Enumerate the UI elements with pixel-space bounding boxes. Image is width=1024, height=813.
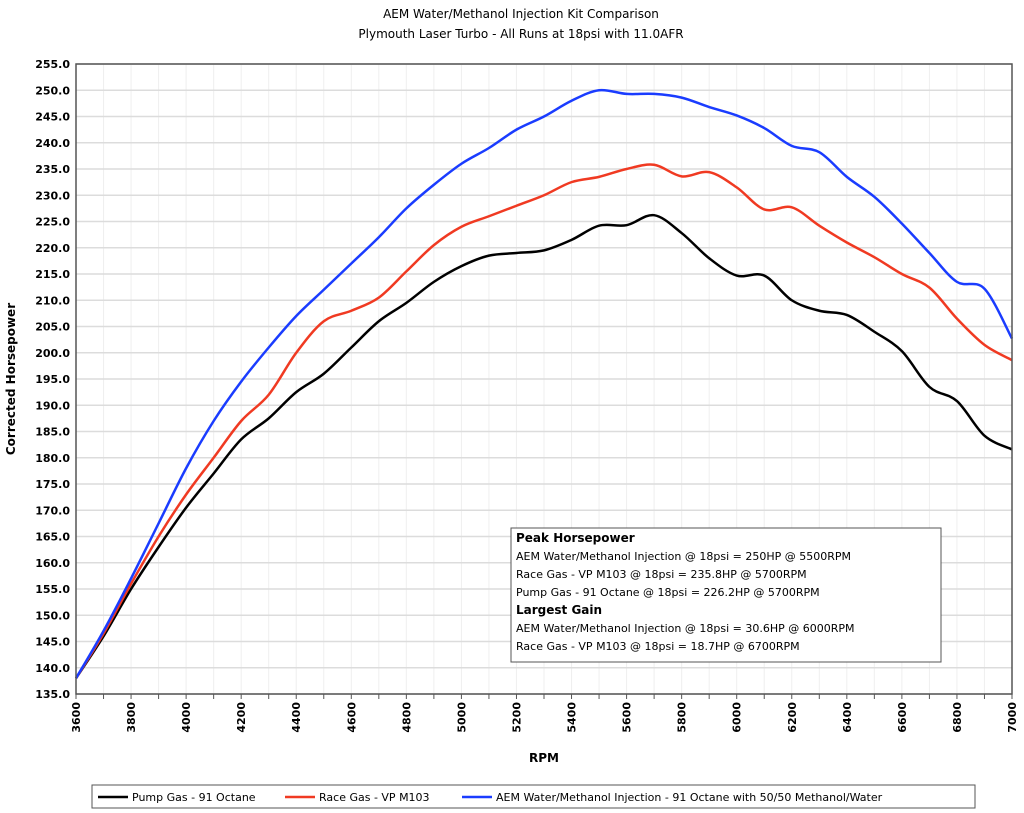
chart-title: AEM Water/Methanol Injection Kit Compari… xyxy=(383,7,659,21)
y-tick-label: 175.0 xyxy=(35,478,70,491)
y-tick-label: 255.0 xyxy=(35,58,70,71)
x-tick-label: 4000 xyxy=(180,702,193,733)
y-tick-label: 225.0 xyxy=(35,216,70,229)
y-tick-label: 160.0 xyxy=(35,557,70,570)
y-tick-label: 180.0 xyxy=(35,452,70,465)
legend-label-2: AEM Water/Methanol Injection - 91 Octane… xyxy=(496,791,883,804)
legend-label-1: Race Gas - VP M103 xyxy=(319,791,430,804)
annotation-text: Race Gas - VP M103 @ 18psi = 18.7HP @ 67… xyxy=(516,640,800,653)
y-tick-label: 215.0 xyxy=(35,268,70,281)
y-tick-label: 155.0 xyxy=(35,583,70,596)
x-tick-label: 7000 xyxy=(1006,702,1019,733)
y-tick-label: 135.0 xyxy=(35,688,70,701)
y-axis-ticks: 135.0 140.0 145.0 150.0 155.0 160.0 165.0 170.0… xyxy=(35,58,70,701)
y-tick-label: 185.0 xyxy=(35,426,70,439)
y-tick-label: 190.0 xyxy=(35,399,70,412)
y-tick-label: 230.0 xyxy=(35,189,70,202)
x-tick-label: 6800 xyxy=(951,702,964,733)
annotation-box: Peak Horsepower AEM Water/Methanol Inject… xyxy=(510,527,942,663)
series-lines xyxy=(74,88,1014,679)
x-tick-label: 5600 xyxy=(621,702,634,733)
annotation-text: AEM Water/Methanol Injection @ 18psi = 3… xyxy=(516,622,855,635)
legend: Pump Gas - 91 Octane Race Gas - VP M103 AE… xyxy=(91,784,976,809)
y-tick-label: 140.0 xyxy=(35,662,70,675)
y-tick-label: 195.0 xyxy=(35,373,70,386)
annotation-text: Pump Gas - 91 Octane @ 18psi = 226.2HP @… xyxy=(516,586,820,599)
y-tick-label: 150.0 xyxy=(35,609,70,622)
legend-label-0: Pump Gas - 91 Octane xyxy=(132,791,256,804)
x-tick-label: 5000 xyxy=(455,702,468,733)
y-tick-label: 210.0 xyxy=(35,294,70,307)
x-tick-label: 5200 xyxy=(510,702,523,733)
x-tick-label: 6400 xyxy=(841,702,854,733)
x-tick-label: 4800 xyxy=(400,702,413,733)
x-tick-label: 6200 xyxy=(786,702,799,733)
annotation-text: Peak Horsepower xyxy=(516,531,635,545)
y-tick-label: 245.0 xyxy=(35,111,70,124)
y-tick-label: 250.0 xyxy=(35,84,70,97)
x-tick-label: 3600 xyxy=(70,702,83,733)
x-tick-label: 6000 xyxy=(731,702,744,733)
y-tick-label: 220.0 xyxy=(35,242,70,255)
y-tick-label: 200.0 xyxy=(35,347,70,360)
x-axis-ticks: 3600 3800 4000 4200 4400 4600 4800 5000 5200 5400… xyxy=(70,694,1019,733)
x-tick-label: 5400 xyxy=(566,702,579,733)
x-tick-label: 4600 xyxy=(345,702,358,733)
y-axis-label: Corrected Horsepower xyxy=(4,303,18,455)
y-tick-label: 235.0 xyxy=(35,163,70,176)
y-tick-label: 240.0 xyxy=(35,137,70,150)
x-axis-label: RPM xyxy=(529,751,559,765)
x-tick-label: 4200 xyxy=(235,702,248,733)
x-tick-label: 3800 xyxy=(125,702,138,733)
x-tick-label: 6600 xyxy=(896,702,909,733)
y-tick-label: 170.0 xyxy=(35,504,70,517)
y-tick-label: 145.0 xyxy=(35,636,70,649)
annotation-text: AEM Water/Methanol Injection @ 18psi = 2… xyxy=(516,550,851,563)
plot-frame xyxy=(75,63,1013,695)
y-tick-label: 205.0 xyxy=(35,321,70,334)
x-tick-label: 4400 xyxy=(290,702,303,733)
series-line-1 xyxy=(74,163,1013,679)
series-line-0 xyxy=(74,213,1013,679)
chart-subtitle: Plymouth Laser Turbo - All Runs at 18psi… xyxy=(358,27,683,41)
annotation-text: Race Gas - VP M103 @ 18psi = 235.8HP @ 5… xyxy=(516,568,807,581)
x-tick-label: 5800 xyxy=(676,702,689,733)
annotation-text: Largest Gain xyxy=(516,603,602,617)
y-tick-label: 165.0 xyxy=(35,531,70,544)
series-line-2 xyxy=(74,88,1014,679)
